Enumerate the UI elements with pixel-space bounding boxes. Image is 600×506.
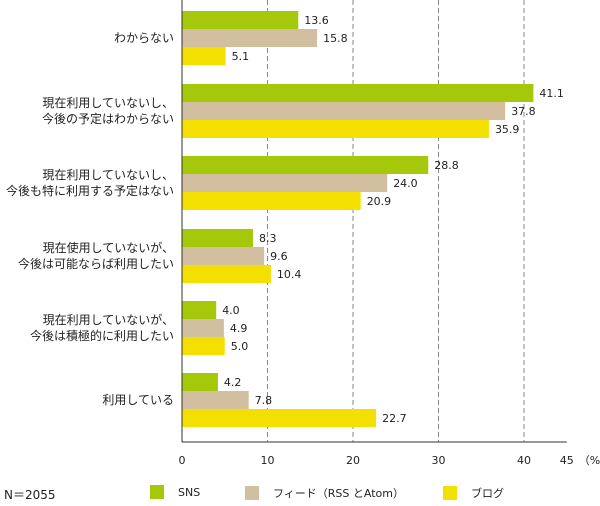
x-tick-label-45: 45 [560, 454, 574, 467]
value-label-1-5: 7.8 [255, 394, 273, 407]
x-tick-label-10: 10 [261, 454, 275, 467]
category-label-2-0: 現在利用していないし、 [42, 168, 174, 182]
category-label-3-1: 今後は可能ならば利用したい [18, 256, 174, 271]
legend-item-blog: ブログ [443, 485, 504, 501]
bar-2-3 [182, 265, 271, 283]
legend-swatch-feed [245, 486, 259, 500]
legend-label-feed: フィード（RSS とAtom） [273, 487, 404, 500]
bar-1-2 [182, 174, 388, 192]
bar-1-4 [182, 319, 224, 337]
value-label-2-3: 10.4 [277, 268, 302, 281]
value-label-1-0: 15.8 [323, 32, 348, 45]
sample-size-label: N＝2055 [4, 488, 56, 502]
value-label-0-1: 41.1 [539, 87, 564, 100]
bar-2-2 [182, 192, 361, 210]
value-label-1-2: 24.0 [393, 177, 418, 190]
value-label-0-5: 4.2 [224, 376, 242, 389]
value-label-1-4: 4.9 [230, 322, 248, 335]
bar-0-0 [182, 11, 299, 29]
bar-1-5 [182, 391, 249, 409]
value-label-0-0: 13.6 [304, 14, 329, 27]
bar-0-4 [182, 301, 217, 319]
legend-swatch-blog [443, 486, 457, 500]
value-label-1-3: 9.6 [270, 250, 288, 263]
legend-swatch-sns [150, 485, 164, 499]
value-label-0-3: 8.3 [259, 232, 277, 245]
x-unit-label: （%） [579, 454, 600, 467]
bar-2-4 [182, 337, 225, 355]
bar-2-0 [182, 47, 226, 65]
category-label-3-0: 現在使用していないが、 [43, 240, 174, 255]
value-label-1-1: 37.8 [511, 105, 536, 118]
bar-0-1 [182, 84, 534, 102]
value-label-2-2: 20.9 [367, 195, 392, 208]
category-label-1-1: 今後の予定はわからない [42, 111, 174, 126]
x-tick-label-40: 40 [517, 454, 531, 467]
legend-item-sns: SNS [150, 485, 200, 499]
value-label-2-1: 35.9 [495, 123, 520, 136]
x-tick-label-30: 30 [432, 454, 446, 467]
category-label-2-1: 今後も特に利用する予定はない [6, 183, 174, 198]
category-label-4-1: 今後は積極的に利用したい [30, 328, 174, 343]
chart-svg: 13.6 41.1 28.8 8.3 4.0 4.2 15.8 37.8 24.0 9.6 4.9 7… [6, 0, 600, 467]
bar-1-3 [182, 247, 265, 265]
legend-label-sns: SNS [178, 485, 201, 499]
category-label-5-0: 利用している [102, 393, 174, 407]
bar-1-0 [182, 29, 318, 47]
bar-2-5 [182, 409, 377, 427]
bar-0-2 [182, 156, 429, 174]
value-label-2-5: 22.7 [382, 412, 407, 425]
legend: N＝2055 SNS フィード（RSS とAtom） ブログ [0, 484, 600, 504]
bar-0-5 [182, 373, 218, 391]
bar-2-1 [182, 120, 489, 138]
value-label-0-4: 4.0 [222, 304, 240, 317]
bar-1-1 [182, 102, 506, 120]
value-label-2-4: 5.0 [231, 340, 249, 353]
category-label-0-0: わからない [114, 31, 174, 45]
value-label-2-0: 5.1 [232, 50, 250, 63]
category-label-1-0: 現在利用していないし、 [42, 96, 174, 110]
legend-label-blog: ブログ [471, 487, 504, 500]
value-label-0-2: 28.8 [434, 159, 459, 172]
x-tick-label-0: 0 [179, 454, 186, 467]
legend-item-feed: フィード（RSS とAtom） [245, 485, 404, 501]
category-label-4-0: 現在利用していないが、 [43, 312, 174, 327]
bar-0-3 [182, 229, 253, 247]
x-tick-label-20: 20 [346, 454, 360, 467]
